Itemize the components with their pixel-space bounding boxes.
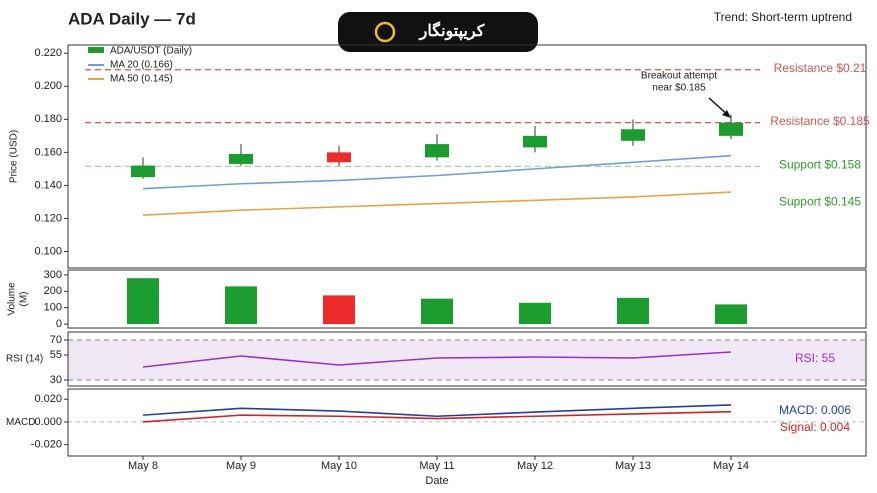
candle-body — [425, 144, 449, 158]
y-tick-label: 0.000 — [34, 416, 62, 428]
x-tick-label: May 13 — [615, 460, 651, 472]
series-label: RSI: 55 — [795, 351, 835, 365]
legend-label: MA 50 (0.145) — [110, 74, 173, 85]
series-line — [142, 154, 732, 190]
volume-bar — [715, 304, 747, 325]
level-label: Support $0.158 — [779, 158, 861, 172]
x-tick-label: May 14 — [713, 460, 749, 472]
x-tick-label: May 11 — [419, 460, 454, 472]
candle-body — [327, 152, 351, 163]
y-axis-label: MACD — [6, 417, 35, 428]
y-axis-label: RSI (14) — [6, 354, 43, 365]
x-tick-label: May 12 — [517, 460, 553, 472]
volume-bar — [323, 295, 355, 325]
panel-frame — [67, 269, 867, 329]
panel-frame — [67, 44, 867, 269]
y-tick-label: -0.020 — [31, 439, 62, 451]
x-tick-label: May 10 — [321, 460, 357, 472]
volume-bar — [421, 298, 453, 325]
volume-bar — [225, 286, 257, 325]
panel-frame — [67, 331, 867, 387]
y-tick-label: 30 — [50, 374, 62, 386]
legend-candle — [88, 47, 104, 53]
y-tick-label: 0.180 — [34, 113, 62, 125]
y-tick-label: 0.220 — [34, 47, 62, 59]
x-tick-label: May 8 — [128, 460, 158, 472]
logo-badge — [338, 12, 538, 52]
logo-icon — [374, 21, 396, 43]
series-line — [142, 351, 732, 368]
annotation: near $0.185 — [652, 83, 706, 94]
legend-label: ADA/USDT (Daily) — [110, 46, 192, 57]
legend-label: MA 20 (0.166) — [110, 60, 173, 71]
series-label: MACD: 0.006 — [779, 403, 851, 417]
x-axis-label: Date — [425, 475, 448, 487]
y-tick-label: 100 — [44, 302, 62, 314]
candle-body — [523, 135, 547, 148]
series-line — [142, 404, 732, 418]
y-tick-label: 0.200 — [34, 80, 62, 92]
x-tick-label: May 9 — [226, 460, 256, 472]
y-tick-label: 0.100 — [34, 245, 62, 257]
candle-body — [131, 165, 155, 178]
y-tick-label: 0.160 — [34, 146, 62, 158]
y-tick-label: 0.020 — [34, 393, 62, 405]
series-label: Signal: 0.004 — [780, 420, 850, 434]
candle-body — [719, 122, 743, 136]
panel-frame — [67, 388, 867, 457]
y-axis-label: Volume — [7, 282, 18, 316]
level-label: Support $0.145 — [779, 195, 861, 209]
volume-bar — [519, 302, 551, 325]
y-tick-label: 0.120 — [34, 212, 62, 224]
y-axis-label: (M) — [19, 292, 30, 307]
y-tick-label: 70 — [50, 334, 62, 346]
y-tick-label: 55 — [50, 349, 62, 361]
series-line — [142, 191, 732, 216]
level-label: Resistance $0.21 — [774, 61, 867, 75]
chart-title: ADA Daily — 7d — [68, 9, 196, 28]
trend-label: Trend: Short-term uptrend — [714, 10, 852, 24]
series-line — [142, 410, 732, 423]
annotation-arrowhead — [722, 110, 731, 118]
y-tick-label: 200 — [44, 285, 62, 297]
rsi-band — [68, 340, 866, 380]
y-tick-label: 300 — [44, 269, 62, 281]
y-tick-label: 0.140 — [34, 179, 62, 191]
level-label: Resistance $0.185 — [770, 114, 870, 128]
logo-text: کریپتونگار — [419, 21, 485, 41]
volume-bar — [617, 297, 649, 325]
volume-bar — [127, 278, 159, 325]
candle-body — [229, 154, 253, 164]
candle-body — [621, 129, 645, 141]
y-tick-label: 0 — [56, 318, 62, 330]
y-axis-label: Price (USD) — [9, 130, 20, 183]
annotation: Breakout attempt — [641, 71, 717, 82]
